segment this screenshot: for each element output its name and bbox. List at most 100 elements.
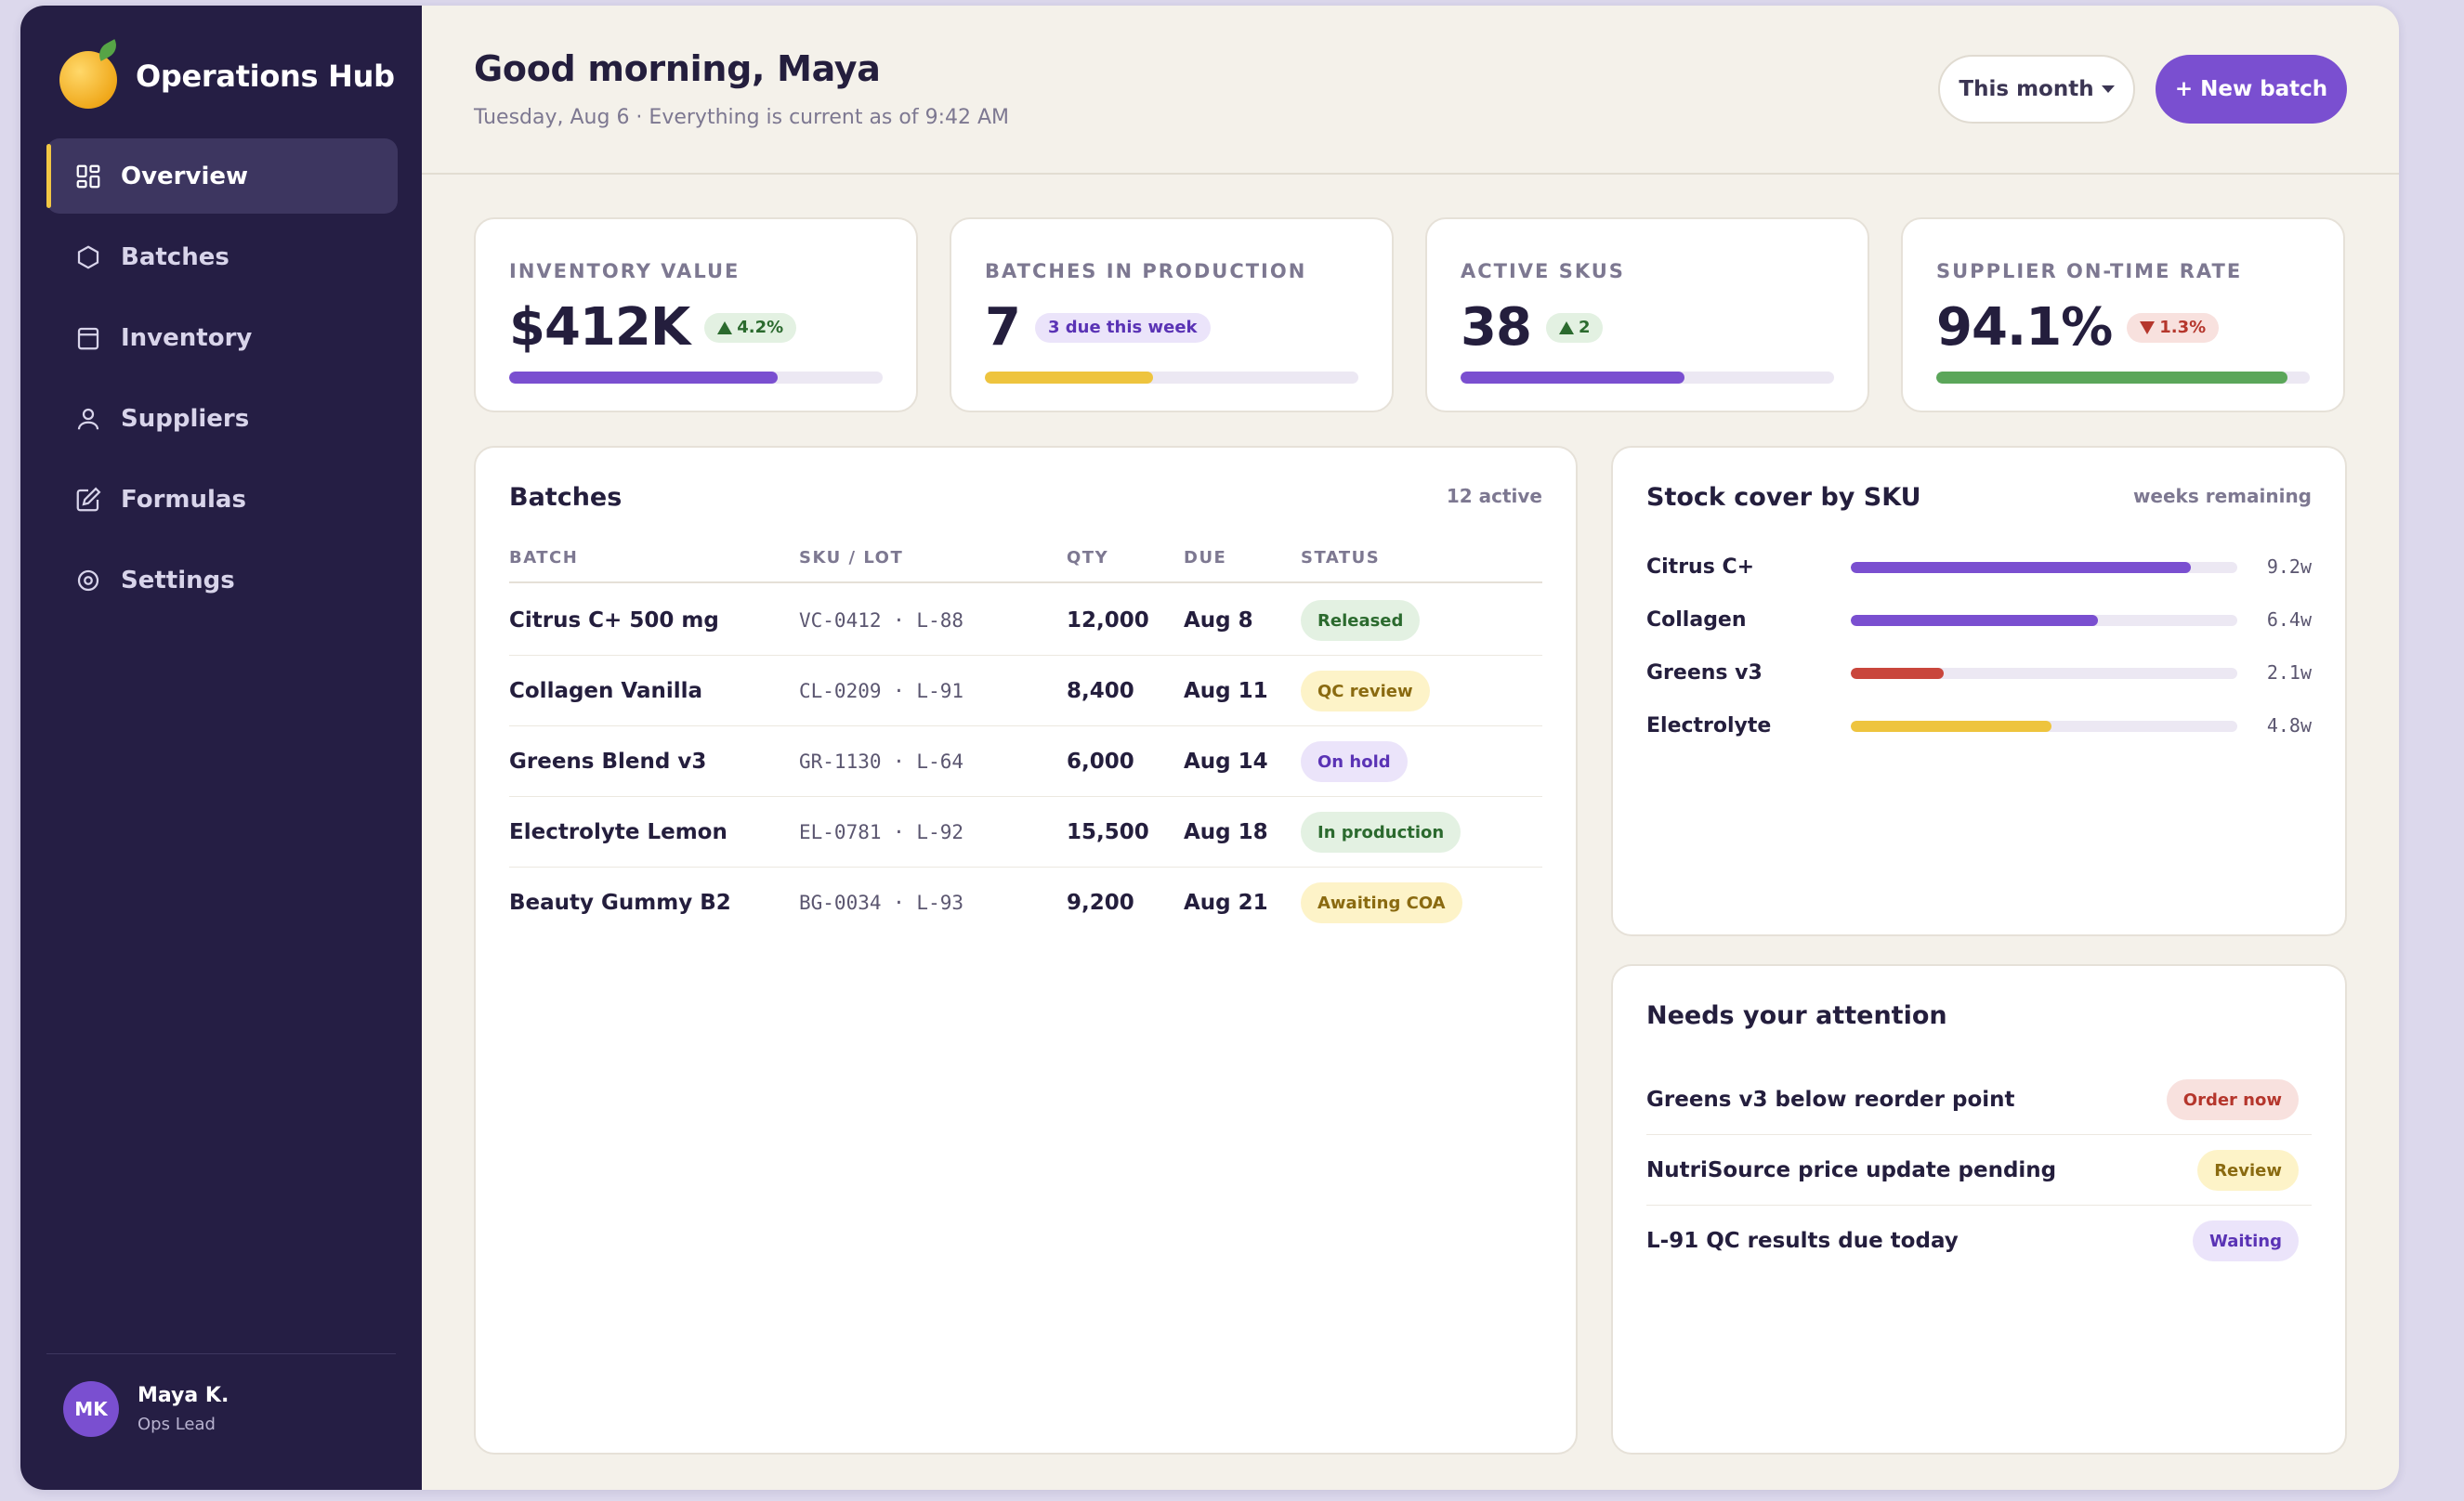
avatar: MK — [63, 1381, 119, 1437]
orange-logo-icon — [59, 39, 121, 109]
kpi-card-batches-in-production[interactable]: BATCHES IN PRODUCTION 7 3 due this week — [950, 217, 1394, 412]
trend-badge-text: 4.2% — [737, 318, 784, 337]
sidebar-item-inventory[interactable]: Inventory — [46, 300, 398, 375]
sku-lot: BG-0034 · L-93 — [799, 892, 964, 914]
sidebar-item-formulas[interactable]: Formulas — [46, 462, 398, 537]
user-profile[interactable]: MK Maya K. Ops Lead — [63, 1381, 229, 1437]
table-row[interactable]: Greens Blend v3 GR-1130 · L-64 6,000 Aug… — [509, 726, 1542, 797]
panel-title: Stock cover by SKU — [1646, 483, 1921, 512]
box-icon — [74, 324, 102, 352]
sidebar-item-overview[interactable]: Overview — [46, 138, 398, 214]
stock-bar-fill — [1851, 668, 1944, 679]
trend-down-icon — [2140, 320, 2156, 334]
due-date: Aug 14 — [1184, 750, 1268, 774]
sidebar-item-label: Formulas — [121, 485, 246, 514]
attention-text: Greens v3 below reorder point — [1646, 1088, 2015, 1112]
attention-text: L-91 QC results due today — [1646, 1229, 1959, 1253]
kpi-label: BATCHES IN PRODUCTION — [985, 260, 1307, 282]
page-title: Good morning, Maya — [474, 48, 881, 89]
stock-row[interactable]: Collagen 6.4w — [1646, 601, 2312, 638]
page-subtitle: Tuesday, Aug 6 · Everything is current a… — [474, 106, 1010, 129]
sku-name: Electrolyte — [1646, 713, 1772, 737]
sku-name: Collagen — [1646, 607, 1747, 632]
attention-item[interactable]: Greens v3 below reorder point Order now — [1646, 1064, 2312, 1135]
sidebar: Operations Hub Overview Batches Inventor… — [20, 6, 422, 1490]
sidebar-item-label: Suppliers — [121, 404, 250, 433]
stock-bar-track — [1851, 615, 2237, 626]
status-badge: QC review — [1301, 671, 1430, 711]
kpi-progress-track — [1936, 372, 2310, 384]
stock-row[interactable]: Electrolyte 4.8w — [1646, 707, 2312, 744]
stock-row[interactable]: Greens v3 2.1w — [1646, 654, 2312, 691]
qty: 15,500 — [1067, 820, 1149, 844]
active-count: 12 active — [1446, 485, 1542, 507]
unit-label: weeks remaining — [2132, 485, 2312, 507]
kpi-card-active-skus[interactable]: ACTIVE SKUS 38 2 — [1425, 217, 1869, 412]
sidebar-item-suppliers[interactable]: Suppliers — [46, 381, 398, 456]
target-icon — [74, 567, 102, 594]
attention-panel: Needs your attention Greens v3 below reo… — [1611, 964, 2347, 1455]
grid-icon — [74, 163, 102, 190]
date-range-label: This month — [1959, 77, 2094, 101]
attention-text: NutriSource price update pending — [1646, 1158, 2057, 1182]
table-row[interactable]: Electrolyte Lemon EL-0781 · L-92 15,500 … — [509, 797, 1542, 868]
edit-icon — [74, 486, 102, 514]
column-header-batch[interactable]: BATCH — [509, 548, 579, 568]
stock-bar-fill — [1851, 721, 2052, 732]
table-row[interactable]: Collagen Vanilla CL-0209 · L-91 8,400 Au… — [509, 656, 1542, 726]
sku-lot: GR-1130 · L-64 — [799, 750, 964, 773]
sku-lot: EL-0781 · L-92 — [799, 821, 964, 843]
sidebar-item-label: Inventory — [121, 323, 253, 352]
brand-name: Operations Hub — [136, 59, 395, 94]
batch-name: Collagen Vanilla — [509, 679, 703, 703]
batch-name: Beauty Gummy B2 — [509, 891, 731, 915]
column-header-status[interactable]: STATUS — [1301, 548, 1381, 568]
kpi-progress-track — [985, 372, 1358, 384]
date-range-dropdown[interactable]: This month — [1938, 55, 2135, 124]
review-button[interactable]: Review — [2197, 1150, 2299, 1191]
sidebar-item-settings[interactable]: Settings — [46, 542, 398, 618]
order-now-button[interactable]: Order now — [2166, 1079, 2299, 1120]
qty: 12,000 — [1067, 608, 1149, 633]
kpi-label: SUPPLIER ON-TIME RATE — [1936, 260, 2243, 282]
table-row[interactable]: Citrus C+ 500 mg VC-0412 · L-88 12,000 A… — [509, 585, 1542, 656]
due-badge: 3 due this week — [1034, 312, 1211, 343]
kpi-card-supplier-on-time-rate[interactable]: SUPPLIER ON-TIME RATE 94.1% 1.3% — [1901, 217, 2345, 412]
sidebar-item-batches[interactable]: Batches — [46, 219, 398, 294]
sku-lot: CL-0209 · L-91 — [799, 680, 964, 702]
kpi-card-inventory-value[interactable]: INVENTORY VALUE $412K 4.2% — [474, 217, 918, 412]
sidebar-item-label: Batches — [121, 242, 229, 271]
sku-lot: VC-0412 · L-88 — [799, 609, 964, 632]
kpi-progress-fill — [985, 372, 1153, 384]
sidebar-divider — [46, 1353, 396, 1354]
status-badge: Awaiting COA — [1301, 882, 1462, 923]
table-header-divider — [509, 581, 1542, 583]
column-header-due[interactable]: DUE — [1184, 548, 1227, 568]
kpi-progress-track — [1461, 372, 1834, 384]
table-row[interactable]: Beauty Gummy B2 BG-0034 · L-93 9,200 Aug… — [509, 868, 1542, 938]
trend-up-icon — [717, 320, 733, 334]
sidebar-item-label: Settings — [121, 566, 235, 594]
main-content: Good morning, Maya Tuesday, Aug 6 · Ever… — [422, 6, 2399, 1490]
weeks-value: 9.2w — [2266, 555, 2312, 578]
attention-item[interactable]: NutriSource price update pending Review — [1646, 1135, 2312, 1206]
stock-row[interactable]: Citrus C+ 9.2w — [1646, 548, 2312, 585]
brand[interactable]: Operations Hub — [59, 39, 395, 113]
due-date: Aug 11 — [1184, 679, 1268, 703]
column-header-sku-lot[interactable]: SKU / LOT — [799, 548, 904, 568]
due-date: Aug 21 — [1184, 891, 1268, 915]
trend-up-icon — [1558, 320, 1574, 334]
sidebar-item-label: Overview — [121, 162, 249, 190]
new-batch-button[interactable]: + New batch — [2156, 55, 2347, 124]
sku-name: Greens v3 — [1646, 660, 1763, 685]
kpi-value: 7 — [985, 297, 1021, 358]
weeks-value: 6.4w — [2266, 608, 2312, 631]
qty: 6,000 — [1067, 750, 1134, 774]
kpi-progress-fill — [509, 372, 779, 384]
chevron-down-icon — [2101, 85, 2115, 93]
kpi-label: INVENTORY VALUE — [509, 260, 741, 282]
stock-bar-track — [1851, 562, 2237, 573]
column-header-qty[interactable]: QTY — [1067, 548, 1109, 568]
attention-item[interactable]: L-91 QC results due today Waiting — [1646, 1206, 2312, 1276]
due-date: Aug 8 — [1184, 608, 1253, 633]
